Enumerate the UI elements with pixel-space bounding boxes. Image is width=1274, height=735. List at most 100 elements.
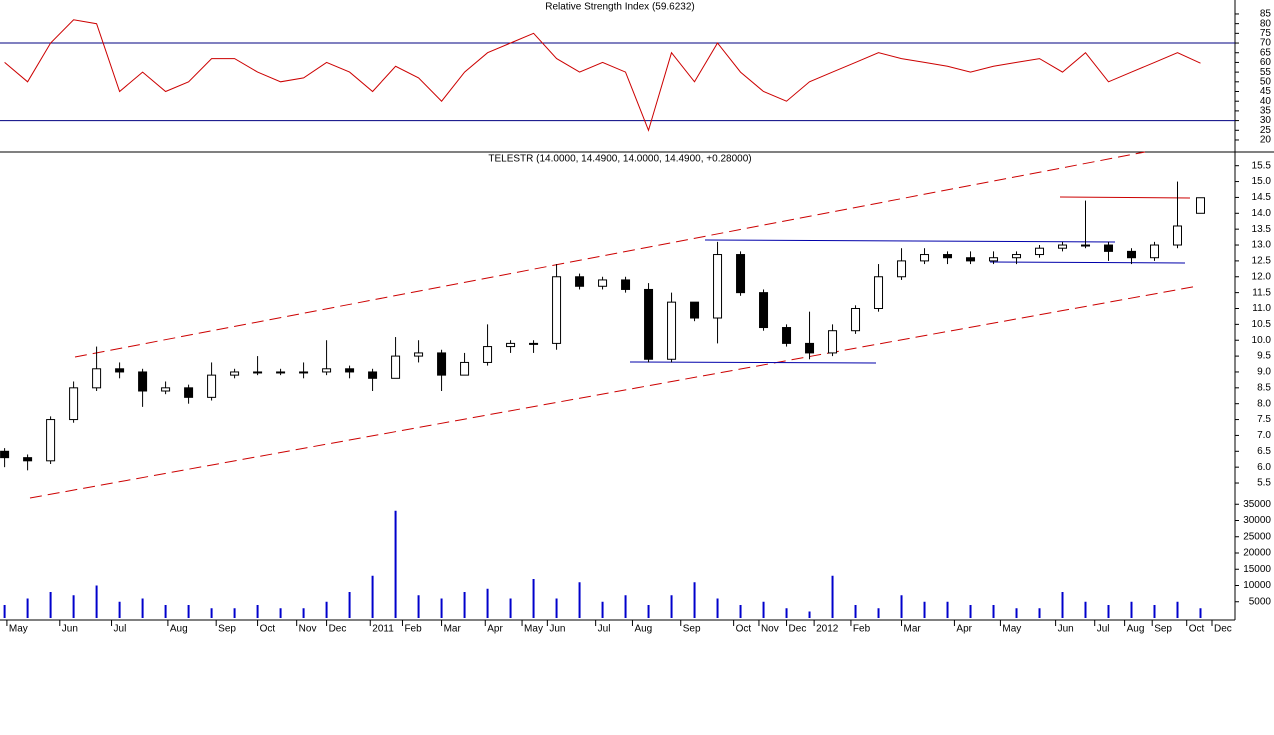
x-tick-label: Oct — [1189, 624, 1205, 635]
x-tick-label: Nov — [299, 624, 317, 635]
y-tick-label: 80 — [1260, 18, 1272, 29]
x-tick-label: May — [524, 624, 543, 635]
candle-body — [69, 387, 79, 421]
y-tick-label: 35000 — [1243, 499, 1271, 510]
candle-body — [115, 368, 125, 373]
x-tick-label: 2011 — [372, 624, 394, 635]
candle-body — [828, 330, 838, 354]
y-tick-label: 70 — [1260, 38, 1272, 49]
x-tick-label: Mar — [904, 624, 922, 635]
x-tick-label: Aug — [1127, 624, 1145, 635]
candle-body — [138, 371, 148, 392]
candle-body — [207, 374, 217, 398]
resistance-line — [1059, 196, 1191, 199]
candle-body — [897, 260, 907, 278]
candle-body — [920, 254, 930, 262]
y-tick-label: 13.5 — [1252, 224, 1272, 235]
y-tick-label: 8.5 — [1257, 382, 1271, 393]
x-tick-label: Jun — [1058, 624, 1074, 635]
x-tick-label: Feb — [853, 624, 871, 635]
candle-body — [759, 292, 769, 329]
y-tick-label: 9.5 — [1257, 351, 1271, 362]
y-tick-label: 35 — [1260, 106, 1272, 117]
candle-body — [46, 419, 56, 462]
y-tick-label: 30000 — [1243, 515, 1271, 526]
candle-body — [299, 371, 309, 374]
candle-body — [345, 368, 355, 373]
x-tick-label: Mar — [444, 624, 462, 635]
x-tick-label: May — [9, 624, 28, 635]
y-tick-label: 11.5 — [1252, 287, 1271, 298]
candle-body — [483, 346, 493, 363]
y-tick-label: 5000 — [1249, 596, 1272, 607]
candle-body — [575, 276, 585, 287]
y-tick-label: 11.0 — [1252, 303, 1271, 314]
y-tick-label: 15000 — [1243, 564, 1271, 575]
y-tick-label: 20000 — [1243, 548, 1271, 559]
candle-body — [161, 387, 171, 392]
y-tick-label: 50 — [1260, 76, 1272, 87]
y-tick-label: 12.5 — [1252, 256, 1272, 267]
x-tick-label: Dec — [789, 624, 807, 635]
x-tick-label: Jul — [114, 624, 127, 635]
candle-body — [644, 288, 654, 360]
candle-body — [713, 254, 723, 319]
candle-body — [598, 279, 608, 287]
candle-body — [552, 276, 562, 344]
candle-body — [230, 371, 240, 376]
candle-body — [0, 450, 10, 459]
y-tick-label: 45 — [1260, 86, 1272, 97]
candle-body — [1127, 250, 1137, 259]
x-tick-label: Aug — [634, 624, 652, 635]
y-tick-label: 10.0 — [1252, 335, 1272, 346]
y-tick-label: 7.5 — [1257, 414, 1271, 425]
candle-body — [782, 327, 792, 344]
y-tick-label: 5.5 — [1257, 478, 1271, 489]
candle-body — [1081, 244, 1091, 247]
y-tick-label: 30 — [1260, 115, 1272, 126]
y-tick-label: 75 — [1260, 28, 1272, 39]
panel-frames — [0, 0, 1274, 621]
candle-body — [874, 276, 884, 309]
candle-body — [1196, 197, 1206, 214]
candle-body — [414, 352, 424, 357]
candle-body — [851, 307, 861, 332]
candle-body — [966, 257, 976, 262]
x-tick-label: Feb — [404, 624, 422, 635]
x-tick-label: Sep — [683, 624, 701, 635]
x-tick-label: Dec — [329, 624, 347, 635]
y-tick-label: 25000 — [1243, 531, 1271, 542]
support-line — [989, 261, 1186, 264]
x-tick-label: Jul — [1097, 624, 1110, 635]
x-tick-label: Apr — [487, 624, 503, 635]
y-tick-label: 65 — [1260, 47, 1272, 58]
candle-body — [621, 279, 631, 290]
y-tick-label: 20 — [1260, 135, 1272, 146]
rsi-line — [4, 19, 1201, 132]
y-tick-label: 14.5 — [1252, 192, 1272, 203]
x-tick-label: Oct — [736, 624, 752, 635]
y-tick-label: 9.0 — [1257, 367, 1271, 378]
x-tick-label: Nov — [761, 624, 779, 635]
resistance-line — [704, 239, 1116, 243]
candle-body — [391, 355, 401, 379]
y-tick-label: 60 — [1260, 57, 1272, 68]
y-tick-label: 15.0 — [1252, 176, 1272, 187]
y-tick-label: 10.5 — [1252, 319, 1272, 330]
y-tick-label: 85 — [1260, 9, 1272, 20]
candle-body — [460, 361, 470, 376]
y-tick-label: 55 — [1260, 67, 1272, 78]
candle-body — [1058, 244, 1068, 249]
x-tick-label: Dec — [1214, 624, 1232, 635]
candle-body — [23, 457, 33, 462]
candle-body — [506, 342, 516, 348]
candle-body — [1173, 225, 1183, 246]
y-tick-label: 14.0 — [1252, 208, 1272, 219]
y-tick-label: 10000 — [1243, 580, 1271, 591]
candle-body — [437, 352, 447, 376]
candle-body — [322, 368, 332, 373]
trendlines — [29, 151, 1199, 499]
candle-body — [943, 254, 953, 259]
candle-body — [1035, 247, 1045, 256]
